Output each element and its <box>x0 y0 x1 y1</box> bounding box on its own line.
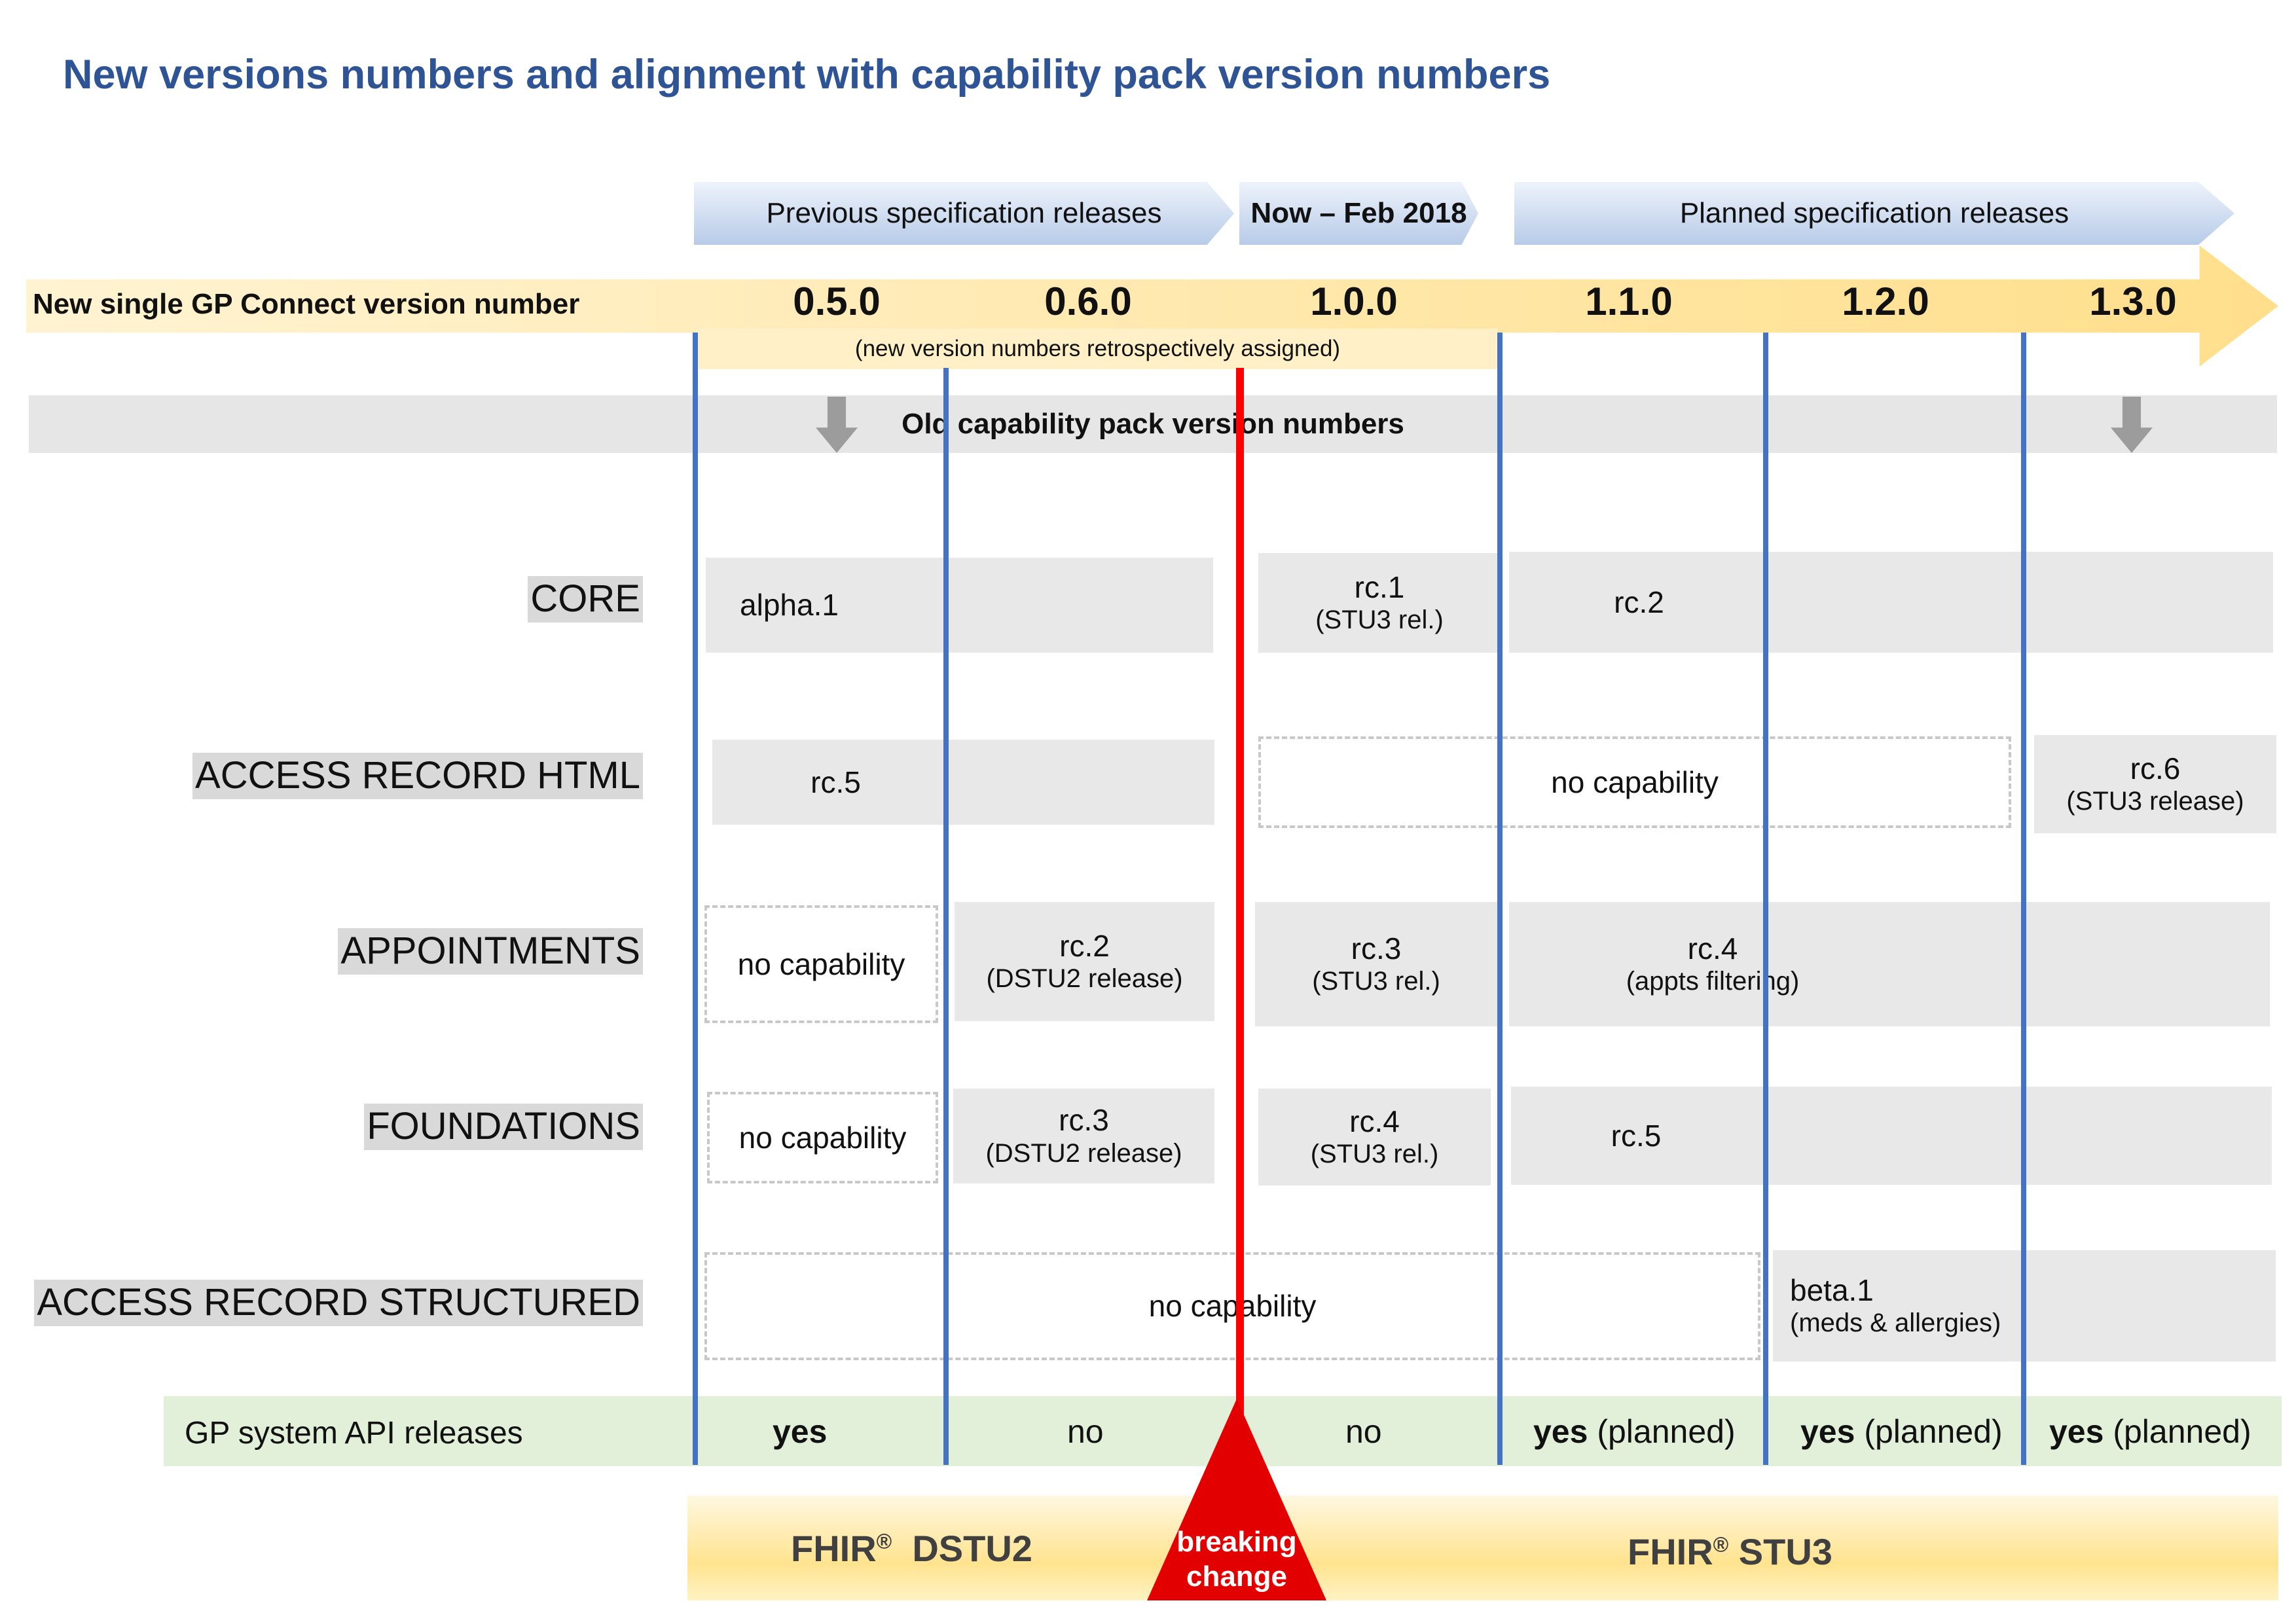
cell-main: no capability <box>737 947 905 981</box>
api-1-2-0: yes (planned) <box>1800 1413 2003 1451</box>
row-label-access-record-html: ACCESS RECORD HTML <box>192 753 643 799</box>
cell-sub: (DSTU2 release) <box>985 1138 1182 1168</box>
version-line <box>1763 333 1768 1465</box>
cell-main: rc.3 <box>1059 1103 1109 1138</box>
row-label-foundations: FOUNDATIONS <box>364 1104 643 1150</box>
core-cell-rc1: rc.1 (STU3 rel.) <box>1258 553 1501 653</box>
phase-planned-label: Planned specification releases <box>1679 197 2069 229</box>
cell-main: rc.3 <box>1351 931 1402 965</box>
api-yes: yes <box>1800 1413 1855 1450</box>
cell-sub: (appts filtering) <box>1626 967 1800 996</box>
breaking-change-line <box>1236 368 1244 1468</box>
fhir-band <box>687 1496 2278 1600</box>
version-1-2-0: 1.2.0 <box>1842 280 1929 323</box>
api-planned: (planned) <box>1864 1413 2003 1450</box>
retro-note: (new version numbers retrospectively ass… <box>697 329 1498 369</box>
version-line <box>2021 333 2026 1465</box>
foundations-cell-rc4: rc.4 (STU3 rel.) <box>1258 1089 1491 1185</box>
api-yes: yes <box>1533 1413 1588 1450</box>
core-cell-alpha1: alpha.1 <box>706 558 1213 653</box>
old-capability-label: Old capability pack version numbers <box>902 408 1404 440</box>
api-planned: (planned) <box>1597 1413 1736 1450</box>
appointments-cell-no-capability: no capability <box>704 905 938 1023</box>
api-releases-label: GP system API releases <box>185 1416 523 1451</box>
api-no: no <box>1345 1413 1382 1450</box>
phase-now-label: Now – Feb 2018 <box>1250 197 1467 229</box>
foundations-cell-rc3: rc.3 (DSTU2 release) <box>953 1089 1214 1183</box>
cell-main: rc.6 <box>2130 751 2181 785</box>
appointments-cell-rc3: rc.3 (STU3 rel.) <box>1255 902 1497 1026</box>
fhir-word: FHIR <box>791 1528 877 1569</box>
page-title: New versions numbers and alignment with … <box>63 52 1551 98</box>
version-line <box>1497 333 1503 1465</box>
api-planned: (planned) <box>2113 1413 2251 1450</box>
appointments-cell-rc4: rc.4 (appts filtering) <box>1509 902 2270 1026</box>
html-cell-rc5: rc.5 <box>712 740 1214 825</box>
phase-now-arrow: Now – Feb 2018 <box>1239 182 1478 245</box>
phase-previous-label: Previous specification releases <box>766 197 1162 229</box>
api-yes: yes <box>773 1413 828 1450</box>
api-0-5-0: yes <box>773 1413 827 1451</box>
cell-sub: (STU3 rel.) <box>1315 605 1444 635</box>
breaking-line2: change <box>1186 1560 1288 1593</box>
cell-main: rc.4 <box>1687 931 1738 965</box>
row-label-appointments: APPOINTMENTS <box>338 928 643 975</box>
registered-mark: ® <box>876 1529 892 1553</box>
fhir-version: DSTU2 <box>912 1528 1032 1569</box>
appointments-cell-rc2: rc.2 (DSTU2 release) <box>955 902 1214 1021</box>
version-1-0-0: 1.0.0 <box>1310 280 1398 323</box>
cell-main: rc.2 <box>1059 928 1110 963</box>
cell-main: rc.4 <box>1349 1104 1400 1138</box>
row-label-access-record-structured: ACCESS RECORD STRUCTURED <box>34 1280 643 1326</box>
old-capability-band: Old capability pack version numbers <box>29 395 2277 453</box>
version-line <box>943 368 949 1465</box>
cell-sub: (STU3 rel.) <box>1312 967 1440 996</box>
version-1-1-0: 1.1.0 <box>1585 280 1673 323</box>
fhir-word: FHIR <box>1628 1531 1713 1572</box>
row-label-core: CORE <box>528 576 643 623</box>
cell-main: beta.1 <box>1790 1272 1874 1307</box>
cell-main: rc.2 <box>1614 585 1664 619</box>
html-cell-no-capability: no capability <box>1258 736 2011 828</box>
registered-mark: ® <box>1713 1532 1729 1557</box>
cell-sub: (meds & allergies) <box>1790 1308 2001 1338</box>
cell-sub: (STU3 rel.) <box>1310 1140 1439 1169</box>
phase-planned-arrow: Planned specification releases <box>1514 182 2234 245</box>
phase-previous-arrow: Previous specification releases <box>694 182 1234 245</box>
foundations-cell-no-capability: no capability <box>707 1092 938 1183</box>
api-no: no <box>1067 1413 1104 1450</box>
breaking-change-label: breaking change <box>1147 1525 1326 1595</box>
version-banner-label: New single GP Connect version number <box>33 288 580 320</box>
version-0-6-0: 0.6.0 <box>1044 280 1132 323</box>
fhir-stu3-label: FHIR® STU3 <box>1628 1530 1832 1573</box>
cell-main: rc.5 <box>811 765 861 799</box>
cell-main: alpha.1 <box>740 588 839 623</box>
html-cell-rc6: rc.6 (STU3 release) <box>2034 735 2276 833</box>
structured-cell-no-capability: no capability <box>704 1252 1760 1360</box>
api-yes: yes <box>2049 1413 2104 1450</box>
cell-sub: (DSTU2 release) <box>986 964 1183 994</box>
api-1-1-0: yes (planned) <box>1533 1413 1736 1451</box>
cell-sub: (STU3 release) <box>2066 787 2244 816</box>
cell-main: rc.5 <box>1611 1118 1662 1153</box>
api-0-6-0: no <box>1067 1413 1104 1451</box>
version-1-3-0: 1.3.0 <box>2089 280 2177 323</box>
foundations-cell-rc5: rc.5 <box>1511 1087 2272 1185</box>
version-line <box>693 333 698 1465</box>
api-1-0-0: no <box>1345 1413 1382 1451</box>
cell-main: no capability <box>1551 765 1719 799</box>
version-0-5-0: 0.5.0 <box>793 280 881 323</box>
api-1-3-0: yes (planned) <box>2049 1413 2251 1451</box>
fhir-dstu2-label: FHIR® DSTU2 <box>791 1527 1032 1570</box>
cell-main: no capability <box>1148 1289 1317 1324</box>
cell-main: rc.1 <box>1354 569 1405 604</box>
breaking-line1: breaking <box>1176 1526 1297 1558</box>
fhir-version: STU3 <box>1738 1531 1832 1572</box>
core-cell-rc2: rc.2 <box>1509 552 2273 653</box>
cell-main: no capability <box>738 1120 907 1155</box>
